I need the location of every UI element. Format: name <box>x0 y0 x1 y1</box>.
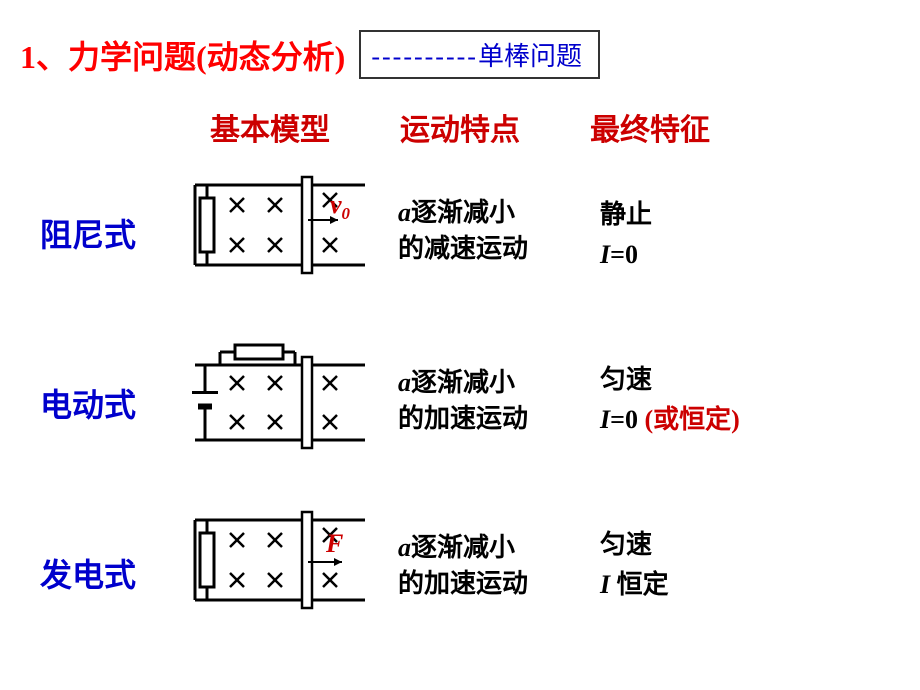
subtitle-box: ----------单棒问题 <box>359 30 600 79</box>
title-number: 1、 <box>20 39 68 75</box>
subtitle-dashes: ---------- <box>371 42 478 71</box>
motion-text: a逐渐减小的减速运动 <box>398 195 528 268</box>
subtitle-text: 单棒问题 <box>478 42 582 71</box>
col-header-final: 最终特征 <box>590 105 710 149</box>
row-label: 电动式 <box>40 380 136 426</box>
page-title: 1、力学问题(动态分析) <box>20 32 345 78</box>
circuit-diagram: v0 <box>190 165 365 275</box>
col-header-model: 基本模型 <box>210 105 330 149</box>
final-text: 匀速I 恒定 <box>600 525 669 606</box>
final-text: 匀速I=0 (或恒定) <box>600 360 740 441</box>
svg-text:v0: v0 <box>330 190 351 223</box>
svg-text:F: F <box>325 529 343 558</box>
title-main: 力学问题(动态分析) <box>68 39 345 75</box>
row-label: 阻尼式 <box>40 210 136 256</box>
col-header-motion: 运动特点 <box>400 105 520 149</box>
circuit-diagram: F <box>190 500 365 610</box>
motion-text: a逐渐减小的加速运动 <box>398 530 528 603</box>
row-label: 发电式 <box>40 550 136 596</box>
final-text: 静止I=0 <box>600 195 652 276</box>
title-row: 1、力学问题(动态分析) ----------单棒问题 <box>20 30 600 79</box>
motion-text: a逐渐减小的加速运动 <box>398 365 528 438</box>
circuit-diagram <box>190 335 365 455</box>
